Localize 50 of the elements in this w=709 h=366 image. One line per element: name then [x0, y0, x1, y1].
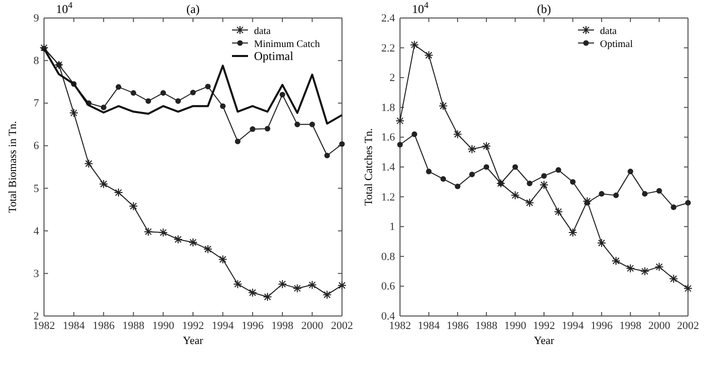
- y-tick-label: 1: [390, 221, 395, 234]
- x-tick-label: 2000: [648, 320, 671, 332]
- x-tick-label: 1988: [122, 320, 145, 332]
- x-tick-label: 1992: [182, 320, 204, 332]
- text: 10$^{4}$: [412, 0, 429, 16]
- legend-label: Optimal: [600, 39, 633, 50]
- x-tick-label: 1996: [242, 320, 264, 332]
- y-tick-label: 2: [390, 72, 395, 84]
- y-tick-label: 2.2: [381, 42, 395, 54]
- x-tick-label: 1988: [475, 320, 498, 332]
- y-tick-label: 3: [34, 268, 40, 280]
- legend-label: Minimum Catch: [254, 39, 320, 50]
- x-tick-label: 1986: [446, 320, 470, 332]
- x-tick-label: 1986: [92, 320, 116, 332]
- x-tick-label: 1992: [533, 320, 555, 332]
- y-tick-label: 1.2: [381, 191, 395, 204]
- x-tick-label: 1984: [418, 320, 440, 332]
- y-tick-label: 4: [34, 225, 40, 238]
- y-tick-label: 1.6: [381, 132, 396, 144]
- legend-label: data: [254, 26, 272, 37]
- x-tick-label: 1998: [271, 320, 294, 332]
- legend-label: data: [600, 26, 618, 37]
- x-tick-label: 1990: [504, 320, 527, 332]
- y-tick-label: 0.8: [381, 250, 396, 263]
- chart-title: (a): [186, 2, 200, 16]
- y-axis-title: Total Biomass in Tn.: [7, 120, 19, 213]
- y-axis-title: Total Catches Tn.: [363, 128, 375, 206]
- y-tick-label: 2.4: [381, 12, 396, 25]
- legend-label: Optimal: [254, 49, 294, 63]
- y-tick-label: 8: [34, 55, 40, 68]
- y-tick-label: 6: [34, 140, 40, 152]
- y-tick-label: 7: [34, 98, 40, 110]
- x-tick-label: 1984: [62, 320, 86, 332]
- x-axis-title: Year: [534, 335, 554, 347]
- x-axis-title: Year: [182, 335, 204, 347]
- y-tick-label: 5: [34, 182, 40, 195]
- x-tick-label: 2002: [677, 320, 699, 332]
- y-tick-label: 9: [34, 12, 40, 25]
- x-tick-label: 2000: [301, 320, 324, 332]
- y-tick-label: 1.8: [381, 102, 396, 114]
- x-tick-label: 1994: [212, 320, 234, 332]
- y-tick-label: 0.6: [381, 280, 396, 293]
- x-tick-label: 1994: [562, 320, 584, 332]
- x-tick-label: 1996: [590, 320, 614, 332]
- y-tick-label: 1.4: [381, 162, 396, 174]
- chart-title: (b): [537, 2, 551, 16]
- text: 10$^{4}$: [56, 0, 73, 16]
- x-tick-label: 1998: [619, 320, 642, 332]
- x-tick-label: 1990: [152, 320, 175, 332]
- x-tick-label: 2002: [331, 320, 353, 332]
